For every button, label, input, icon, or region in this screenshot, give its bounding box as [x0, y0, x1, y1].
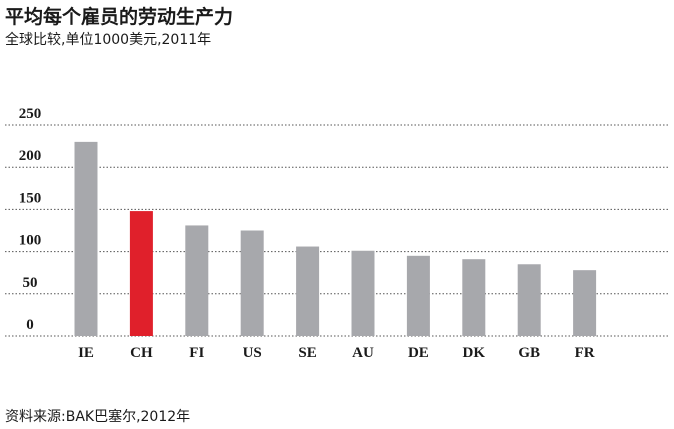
- y-tick-label-250: 250: [19, 106, 42, 122]
- x-tick-label-de: DE: [408, 345, 429, 361]
- source-note: 资料来源:BAK巴塞尔,2012年: [5, 409, 191, 425]
- y-tick-label-150: 150: [19, 190, 42, 206]
- grid-lines: [5, 124, 668, 337]
- y-tick-label-0: 0: [26, 317, 34, 333]
- bar-ch: [129, 211, 153, 336]
- x-axis-ticks: IE CH FI US SE AU DE DK GB FR: [78, 345, 595, 361]
- x-tick-label-ie: IE: [78, 345, 94, 361]
- bar-us: [240, 230, 264, 336]
- bar-se: [296, 246, 320, 336]
- chart-subtitle: 全球比较,单位1000美元,2011年: [5, 32, 212, 48]
- bar-de: [406, 255, 430, 336]
- x-tick-label-gb: GB: [518, 345, 540, 361]
- bar-au: [351, 250, 375, 336]
- y-axis-ticks: 0 50 100 150 200 250: [19, 106, 42, 333]
- x-tick-label-ch: CH: [130, 345, 153, 361]
- bar-ie: [74, 141, 98, 336]
- x-tick-label-se: SE: [298, 345, 316, 361]
- bar-fi: [185, 225, 209, 336]
- chart-title: 平均每个雇员的劳动生产力: [5, 6, 234, 28]
- y-tick-label-100: 100: [19, 233, 42, 249]
- x-tick-label-au: AU: [352, 345, 374, 361]
- bars: [74, 141, 597, 336]
- bar-gb: [517, 264, 541, 336]
- x-tick-label-fr: FR: [575, 345, 595, 361]
- x-tick-label-dk: DK: [463, 345, 486, 361]
- x-tick-label-fi: FI: [189, 345, 204, 361]
- bar-dk: [462, 259, 486, 336]
- y-tick-label-50: 50: [23, 275, 38, 291]
- y-tick-label-200: 200: [19, 148, 42, 164]
- bar-fr: [573, 270, 597, 336]
- x-tick-label-us: US: [243, 345, 262, 361]
